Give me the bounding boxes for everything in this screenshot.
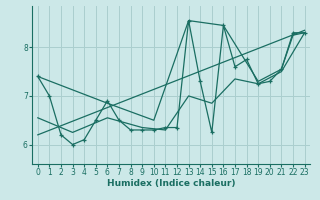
X-axis label: Humidex (Indice chaleur): Humidex (Indice chaleur) <box>107 179 236 188</box>
